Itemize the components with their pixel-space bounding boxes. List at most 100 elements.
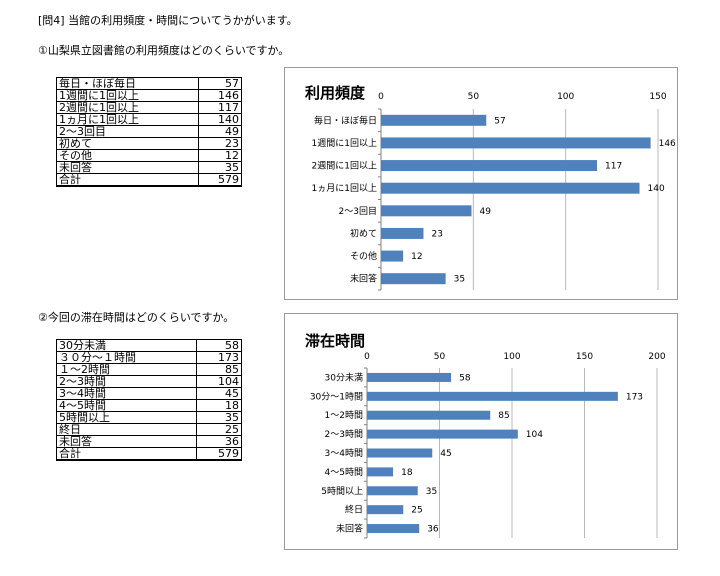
bar <box>367 429 518 439</box>
bar <box>381 160 598 172</box>
bar <box>367 505 404 515</box>
bar <box>367 372 452 382</box>
x-tick-label: 50 <box>434 352 446 362</box>
frequency-table: 毎日・ほぼ毎日 57 1週間に1回以上 146 2週間に1回以上 117 1ヵ月に1回以上 1… <box>56 77 243 187</box>
table-cell-value: 25 <box>196 423 242 436</box>
table-cell-label: 1ヵ月に1回以上 <box>56 113 199 126</box>
category-label: 1ヵ月に1回以上 <box>312 183 377 194</box>
table-row: 5時間以上 35 <box>55 411 242 424</box>
data-label: 117 <box>605 162 622 172</box>
data-label: 36 <box>427 525 439 535</box>
table-cell-value: 117 <box>197 101 243 114</box>
table-row: 4～5時間 18 <box>55 399 242 412</box>
table-cell-value: 23 <box>197 137 243 150</box>
x-tick-label: 0 <box>364 352 370 362</box>
table-cell-value: 45 <box>196 387 242 400</box>
stay-time-chart-svg: 0 50 100 150 200 30分未満 58 30分～1時間 173 1～2時間 85 2～3時… <box>310 352 666 539</box>
table-cell-label: 未回答 <box>56 161 199 174</box>
x-tick-label: 200 <box>648 352 665 362</box>
data-label: 140 <box>648 184 665 194</box>
table-row: 2～3回目 49 <box>56 125 243 138</box>
bar <box>381 273 446 285</box>
q1-heading: ①山梨県立図書館の利用頻度はどのくらいですか。 <box>38 44 290 57</box>
table-row: １～2時間 85 <box>55 363 242 376</box>
data-label: 18 <box>401 468 413 478</box>
category-label: 毎日・ほぼ毎日 <box>314 114 377 126</box>
table-row: 初めて 23 <box>56 137 243 150</box>
data-label: 35 <box>454 275 465 285</box>
stay-time-chart: 滞在時間 0 50 100 150 200 30分未満 58 30分～1時間 173 1～2時間 8… <box>284 313 678 550</box>
table-cell-value: 57 <box>197 77 243 90</box>
table-cell-value: 18 <box>196 399 242 412</box>
table-row: 1ヵ月に1回以上 140 <box>56 113 243 126</box>
table-row: その他 12 <box>56 149 243 162</box>
data-label: 57 <box>494 116 505 126</box>
table-cell-value: 12 <box>197 149 243 162</box>
table-row: ３０分～１時間 173 <box>55 351 242 364</box>
data-label: 58 <box>459 373 471 383</box>
table-cell-label: 2週間に1回以上 <box>56 101 199 114</box>
x-tick-label: 150 <box>576 352 593 362</box>
category-label: 未回答 <box>336 523 363 535</box>
table-cell-label: 5時間以上 <box>55 411 198 424</box>
table-cell-label: 1週間に1回以上 <box>56 89 199 102</box>
x-tick-label: 50 <box>468 92 480 102</box>
table-cell-value: 58 <box>196 339 242 352</box>
data-label: 23 <box>431 229 442 239</box>
question-heading: [問4] 当館の利用頻度・時間についてうかがいます。 <box>38 14 298 27</box>
x-tick-label: 150 <box>649 92 666 102</box>
bar <box>381 182 640 194</box>
bar <box>381 114 487 126</box>
table-cell-label: 合計 <box>55 447 198 461</box>
table-cell-label: 終日 <box>55 423 198 436</box>
data-label: 35 <box>426 487 437 497</box>
table-total-row: 合計 579 <box>56 173 243 187</box>
table-cell-label: 2～3回目 <box>56 125 199 138</box>
x-tick-label: 100 <box>557 92 574 102</box>
bar <box>367 524 420 534</box>
table-cell-label: １～2時間 <box>55 363 198 376</box>
data-label: 146 <box>659 139 676 149</box>
data-label: 104 <box>526 430 543 440</box>
bar <box>367 486 418 496</box>
category-label: 5時間以上 <box>321 486 363 497</box>
bar <box>381 250 404 262</box>
bar <box>367 448 433 458</box>
table-cell-value: 49 <box>197 125 243 138</box>
table-cell-value: 579 <box>196 447 242 461</box>
table-row: 未回答 36 <box>55 435 242 448</box>
category-label: 1～2時間 <box>325 410 363 421</box>
table-cell-label: ３０分～１時間 <box>55 351 198 364</box>
table-cell-value: 36 <box>196 435 242 448</box>
frequency-chart-title: 利用頻度 <box>305 84 366 102</box>
category-label: 1週間に1回以上 <box>312 138 377 149</box>
table-cell-value: 579 <box>197 173 243 187</box>
stay-time-chart-title: 滞在時間 <box>305 332 366 350</box>
category-label: 4～5時間 <box>325 467 363 478</box>
stay-time-table: 30分未満 58 ３０分～１時間 173 １～2時間 85 2～3時間 104 3～4時間 45 4… <box>55 339 242 461</box>
bar <box>381 205 472 217</box>
data-label: 173 <box>626 392 643 402</box>
table-row: 2週間に1回以上 117 <box>56 101 243 114</box>
table-cell-value: 35 <box>197 161 243 174</box>
table-cell-label: 合計 <box>56 173 199 187</box>
bar <box>367 391 618 401</box>
data-label: 45 <box>440 449 451 459</box>
table-cell-label: その他 <box>56 149 199 162</box>
category-label: 2～3回目 <box>339 206 377 217</box>
frequency-chart: 利用頻度 0 50 100 150 毎日・ほぼ毎日 57 1週間に1回以上 146 2週間に1回… <box>284 67 678 300</box>
table-cell-value: 173 <box>196 351 242 364</box>
table-cell-label: 30分未満 <box>55 339 198 352</box>
table-cell-label: 毎日・ほぼ毎日 <box>56 77 199 90</box>
data-label: 25 <box>411 506 422 516</box>
data-label: 49 <box>479 207 491 217</box>
table-row: 毎日・ほぼ毎日 57 <box>56 77 243 90</box>
table-cell-label: 4～5時間 <box>55 399 198 412</box>
table-cell-label: 3～4時間 <box>55 387 198 400</box>
category-label: 2～3時間 <box>325 429 363 440</box>
table-cell-label: 2～3時間 <box>55 375 198 388</box>
bar <box>381 137 651 149</box>
data-label: 85 <box>498 411 509 421</box>
table-cell-value: 104 <box>196 375 242 388</box>
x-tick-label: 100 <box>503 352 520 362</box>
